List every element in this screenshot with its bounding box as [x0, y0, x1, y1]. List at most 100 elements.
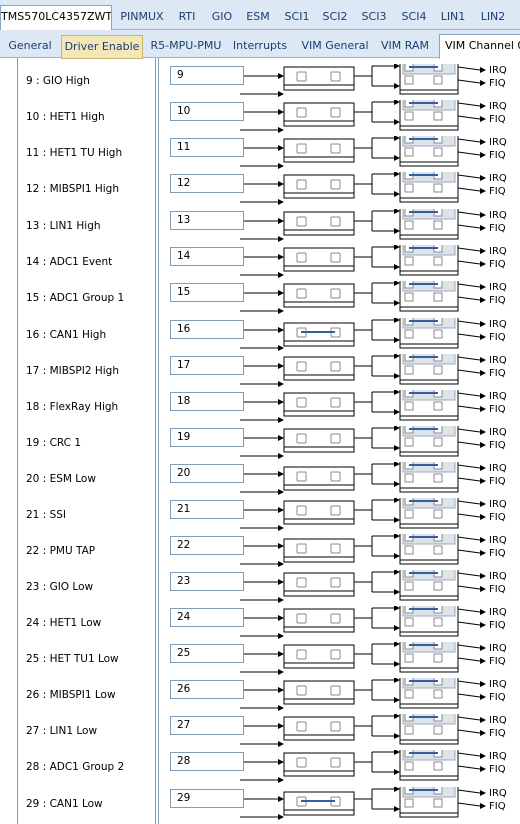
mux-checkbox[interactable]	[296, 757, 307, 768]
mux-checkbox[interactable]	[330, 721, 341, 732]
fiq-select-checkbox[interactable]	[433, 617, 443, 627]
fiq-select-checkbox[interactable]	[404, 256, 414, 266]
fiq-select-checkbox[interactable]	[404, 401, 414, 411]
mux-checkbox[interactable]	[296, 107, 307, 118]
tab-device[interactable]: TMS570LC4357ZWT	[0, 5, 112, 30]
mux-checkbox[interactable]	[296, 361, 307, 372]
fiq-select-checkbox[interactable]	[433, 653, 443, 663]
fiq-select-checkbox[interactable]	[404, 725, 414, 735]
fiq-select-checkbox[interactable]	[404, 147, 414, 157]
channel-number-field[interactable]: 18	[170, 392, 244, 411]
mux-checkbox[interactable]	[330, 252, 341, 263]
mux-checkbox[interactable]	[296, 543, 307, 554]
mux-checkbox[interactable]	[296, 252, 307, 263]
mux-checkbox[interactable]	[330, 757, 341, 768]
channel-number-field[interactable]: 14	[170, 247, 244, 266]
fiq-select-checkbox[interactable]	[433, 147, 443, 157]
tab-sci4[interactable]: SCI4	[401, 10, 427, 23]
mux-checkbox[interactable]	[330, 397, 341, 408]
tab-esm[interactable]: ESM	[246, 10, 270, 23]
fiq-select-checkbox[interactable]	[404, 617, 414, 627]
mux-checkbox[interactable]	[330, 179, 341, 190]
mux-checkbox[interactable]	[296, 505, 307, 516]
mux-checkbox[interactable]	[296, 397, 307, 408]
fiq-select-checkbox[interactable]	[404, 798, 414, 808]
mux-checkbox[interactable]	[296, 613, 307, 624]
fiq-select-checkbox[interactable]	[433, 256, 443, 266]
mux-checkbox[interactable]	[330, 505, 341, 516]
tab-sci3[interactable]: SCI3	[361, 10, 387, 23]
channel-number-field[interactable]: 10	[170, 102, 244, 121]
channel-number-field[interactable]: 19	[170, 428, 244, 447]
fiq-select-checkbox[interactable]	[433, 798, 443, 808]
tab-interrupts[interactable]: Interrupts	[232, 39, 288, 52]
fiq-select-checkbox[interactable]	[404, 653, 414, 663]
mux-checkbox[interactable]	[330, 71, 341, 82]
fiq-select-checkbox[interactable]	[404, 75, 414, 85]
mux-checkbox[interactable]	[296, 288, 307, 299]
mux-checkbox[interactable]	[296, 685, 307, 696]
fiq-select-checkbox[interactable]	[404, 581, 414, 591]
tab-vim-general[interactable]: VIM General	[301, 39, 369, 52]
fiq-select-checkbox[interactable]	[404, 183, 414, 193]
channel-number-field[interactable]: 15	[170, 283, 244, 302]
channel-number-field[interactable]: 21	[170, 500, 244, 519]
fiq-select-checkbox[interactable]	[433, 329, 443, 339]
fiq-select-checkbox[interactable]	[404, 365, 414, 375]
mux-checkbox[interactable]	[296, 143, 307, 154]
mux-checkbox[interactable]	[296, 71, 307, 82]
fiq-select-checkbox[interactable]	[433, 75, 443, 85]
fiq-select-checkbox[interactable]	[433, 183, 443, 193]
fiq-select-checkbox[interactable]	[404, 111, 414, 121]
channel-number-field[interactable]: 23	[170, 572, 244, 591]
tab-sci1[interactable]: SCI1	[284, 10, 310, 23]
mux-checkbox[interactable]	[330, 143, 341, 154]
tab-general[interactable]: General	[8, 39, 52, 52]
channel-number-field[interactable]: 9	[170, 66, 244, 85]
mux-checkbox[interactable]	[296, 577, 307, 588]
tab-r5-mpu-pmu[interactable]: R5-MPU-PMU	[150, 39, 222, 52]
channel-number-field[interactable]: 27	[170, 716, 244, 735]
channel-number-field[interactable]: 22	[170, 536, 244, 555]
mux-checkbox[interactable]	[330, 543, 341, 554]
tab-driver-enable[interactable]: Driver Enable	[61, 35, 143, 59]
fiq-select-checkbox[interactable]	[404, 292, 414, 302]
fiq-select-checkbox[interactable]	[433, 689, 443, 699]
mux-checkbox[interactable]	[296, 649, 307, 660]
mux-checkbox[interactable]	[330, 685, 341, 696]
tab-rti[interactable]: RTI	[178, 10, 196, 23]
mux-checkbox[interactable]	[296, 179, 307, 190]
channel-number-field[interactable]: 25	[170, 644, 244, 663]
mux-checkbox[interactable]	[296, 216, 307, 227]
fiq-select-checkbox[interactable]	[433, 111, 443, 121]
fiq-select-checkbox[interactable]	[433, 473, 443, 483]
fiq-select-checkbox[interactable]	[433, 365, 443, 375]
channel-number-field[interactable]: 13	[170, 211, 244, 230]
fiq-select-checkbox[interactable]	[433, 437, 443, 447]
mux-checkbox[interactable]	[296, 721, 307, 732]
channel-number-field[interactable]: 11	[170, 138, 244, 157]
fiq-select-checkbox[interactable]	[404, 437, 414, 447]
fiq-select-checkbox[interactable]	[404, 473, 414, 483]
tab-lin1[interactable]: LIN1	[440, 10, 466, 23]
mux-checkbox[interactable]	[330, 216, 341, 227]
mux-checkbox[interactable]	[330, 433, 341, 444]
fiq-select-checkbox[interactable]	[404, 689, 414, 699]
fiq-select-checkbox[interactable]	[404, 545, 414, 555]
mux-checkbox[interactable]	[330, 471, 341, 482]
mux-checkbox[interactable]	[296, 471, 307, 482]
fiq-select-checkbox[interactable]	[404, 509, 414, 519]
fiq-select-checkbox[interactable]	[433, 220, 443, 230]
fiq-select-checkbox[interactable]	[433, 401, 443, 411]
fiq-select-checkbox[interactable]	[433, 509, 443, 519]
tab-vim-ram[interactable]: VIM RAM	[381, 39, 429, 52]
channel-number-field[interactable]: 29	[170, 789, 244, 808]
tab-vim-channel[interactable]: VIM Channel 0-31	[439, 34, 520, 59]
fiq-select-checkbox[interactable]	[433, 581, 443, 591]
mux-checkbox[interactable]	[330, 649, 341, 660]
tab-gio[interactable]: GIO	[211, 10, 233, 23]
mux-checkbox[interactable]	[330, 577, 341, 588]
mux-checkbox[interactable]	[330, 613, 341, 624]
channel-number-field[interactable]: 28	[170, 752, 244, 771]
mux-checkbox[interactable]	[330, 361, 341, 372]
